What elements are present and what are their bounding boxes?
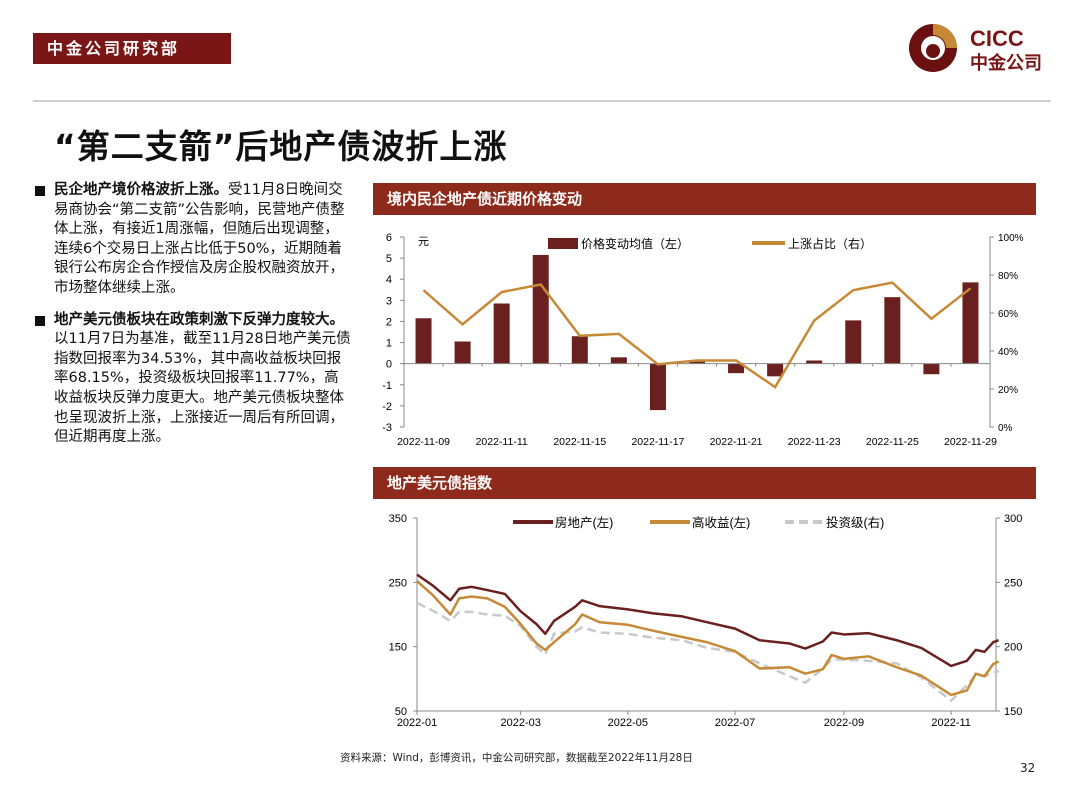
left-tick-label: 2 — [386, 316, 392, 328]
right-tick-label: 150 — [1004, 706, 1022, 718]
bar — [845, 320, 862, 364]
left-tick-label: 50 — [395, 706, 407, 718]
bar — [571, 336, 588, 364]
legend-bar-swatch — [548, 238, 578, 249]
left-tick-label: 5 — [386, 253, 392, 265]
series-line-1 — [416, 580, 1000, 697]
x-tick-label: 2022-11-23 — [788, 436, 841, 448]
bullet-square-icon — [35, 315, 45, 326]
left-tick-label: -3 — [382, 422, 392, 434]
cicc-logo: CICC 中金公司 — [909, 24, 1042, 73]
bar — [767, 363, 784, 377]
bullet-1: 民企地产境价格波折上涨。受11月8日晚间交易商协会“第二支箭”公告影响，民营地产… — [33, 181, 351, 299]
left-tick-label: 250 — [389, 577, 407, 589]
legend-label: 高收益(左) — [692, 515, 750, 530]
series-line-0 — [416, 573, 999, 668]
legend-label: 房地产(左) — [555, 515, 613, 530]
bar — [415, 318, 432, 364]
header-divider — [33, 100, 1051, 102]
x-tick-label: 2022-07 — [715, 717, 755, 729]
legend-label: 投资级(右) — [826, 515, 884, 530]
left-tick-label: 350 — [389, 513, 407, 525]
right-tick-label: 100% — [998, 233, 1024, 244]
usd-bond-index-chart: 350 250 150 50 300 250 200 150 2022-01 2022-03 202… — [389, 513, 1023, 729]
bar — [884, 297, 901, 364]
unit-label: 元 — [418, 236, 429, 248]
x-tick-label: 2022-11-17 — [631, 436, 684, 448]
bullet-square-icon — [35, 186, 45, 196]
x-tick-label: 2022-05 — [608, 717, 648, 729]
svg-text:中金公司: 中金公司 — [970, 52, 1042, 73]
bar — [923, 363, 940, 375]
x-tick-label: 2022-11-29 — [944, 436, 997, 448]
x-tick-label: 2022-09 — [824, 717, 864, 729]
bullet-lead: 民企地产境价格波折上涨。 — [54, 182, 228, 198]
x-tick-label: 2022-11-11 — [476, 436, 528, 448]
right-tick-label: 0% — [998, 423, 1013, 434]
bullet-body: 以11月7日为基准，截至11月28日地产美元债指数回报率为34.53%，其中高收… — [54, 331, 351, 446]
page-number: 32 — [1020, 761, 1036, 775]
right-tick-label: 20% — [998, 385, 1018, 396]
line-series — [422, 281, 972, 389]
bar — [728, 363, 745, 374]
x-tick-label: 2022-11-09 — [397, 436, 450, 448]
left-tick-label: -2 — [382, 401, 392, 413]
bar — [649, 363, 666, 411]
right-tick-label: 40% — [998, 347, 1018, 358]
left-tick-label: -1 — [382, 380, 392, 392]
legend-label: 价格变动均值（左） — [581, 236, 689, 251]
x-tick-label: 2022-11-25 — [866, 436, 919, 448]
department-banner: 中金公司研究部 — [33, 33, 231, 64]
bar — [806, 360, 823, 364]
chart1-title: 境内民企地产债近期价格变动 — [373, 183, 1036, 215]
bar — [610, 357, 627, 364]
bar — [454, 341, 471, 364]
right-tick-label: 200 — [1004, 642, 1022, 654]
bar — [689, 361, 705, 364]
price-change-chart: 6 5 4 3 2 1 0 -1 -2 -3 100% 80% 60% 40% 20% 0% 元 2022-11-… — [382, 232, 1024, 448]
right-tick-label: 300 — [1004, 513, 1022, 525]
bullet-2: 地产美元债板块在政策刺激下反弹力度较大。以11月7日为基准，截至11月28日地产… — [33, 311, 351, 448]
x-tick-label: 2022-01 — [397, 717, 437, 729]
x-tick-label: 2022-11 — [931, 717, 971, 729]
page-title: “第二支箭”后地产债波折上涨 — [54, 127, 508, 166]
summary-text: 民企地产境价格波折上涨。受11月8日晚间交易商协会“第二支箭”公告影响，民营地产… — [33, 181, 351, 460]
right-tick-label: 80% — [998, 271, 1018, 282]
left-tick-label: 4 — [386, 274, 392, 286]
right-tick-label: 60% — [998, 309, 1018, 320]
source-note: 资料来源：Wind，彭博资讯，中金公司研究部，数据截至2022年11月28日 — [340, 752, 693, 764]
left-tick-label: 1 — [386, 338, 392, 350]
left-tick-label: 6 — [386, 232, 392, 244]
bullet-body: 受11月8日晚间交易商协会“第二支箭”公告影响，民营地产债整体上涨，有接近1周涨… — [54, 182, 345, 296]
bar — [962, 282, 979, 364]
x-tick-label: 2022-11-21 — [710, 436, 763, 448]
left-tick-label: 0 — [386, 359, 392, 371]
bar — [532, 254, 549, 364]
x-tick-label: 2022-03 — [500, 717, 540, 729]
legend-label: 上涨占比（右） — [788, 236, 872, 251]
svg-text:CICC: CICC — [970, 26, 1024, 51]
series-line-2 — [416, 601, 999, 702]
left-tick-label: 3 — [386, 295, 392, 307]
bullet-lead: 地产美元债板块在政策刺激下反弹力度较大。 — [54, 311, 344, 328]
bar — [493, 303, 510, 364]
x-tick-label: 2022-11-15 — [553, 436, 606, 448]
left-tick-label: 150 — [389, 642, 407, 654]
right-tick-label: 250 — [1004, 577, 1022, 589]
chart2-title: 地产美元债指数 — [373, 467, 1036, 499]
